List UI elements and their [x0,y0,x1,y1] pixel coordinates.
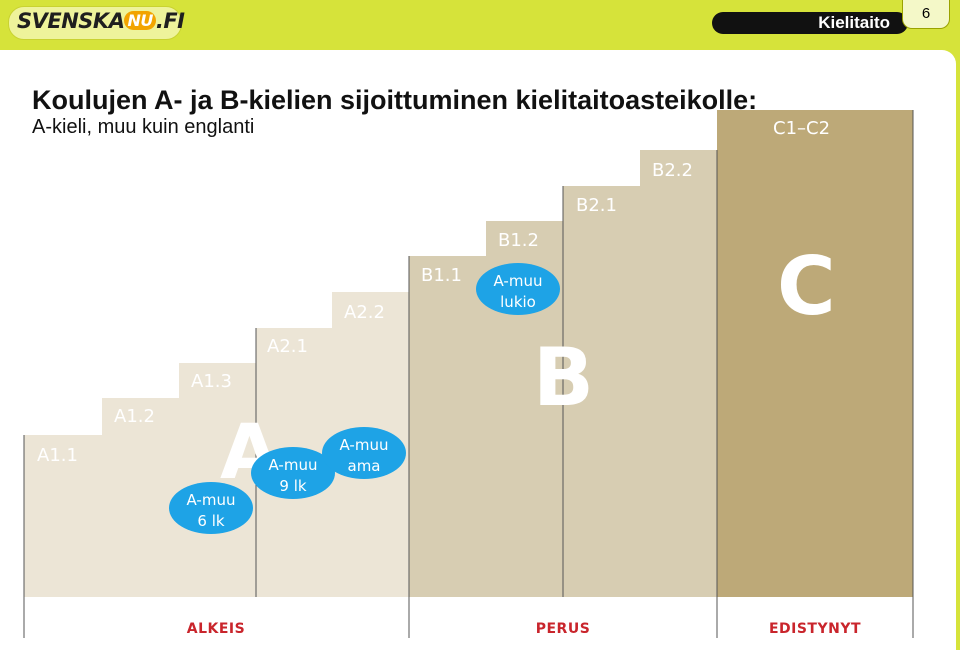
step-a1-3 [179,363,256,597]
step-a1-1 [24,435,102,597]
level-label: C1–C2 [773,118,830,139]
bubble-line: 9 lk [279,477,306,495]
bubble-line: A-muu [340,436,389,454]
bubble-line: A-muu [494,272,543,290]
step-b2-1 [563,186,640,597]
svenska-nu-logo[interactable]: SVENSKA NU .FI [8,6,185,40]
band-label-alkeis: ALKEIS [187,621,245,637]
header-bar: SVENSKA NU .FI Kielitaito 6 [0,0,960,50]
logo-text: SVENSKA NU .FI [17,9,185,33]
level-label: B2.1 [576,195,617,216]
level-label: A2.2 [344,302,385,323]
step-c1-c2 [717,110,913,597]
group-letter-c: C [777,240,836,333]
topic-label: Kielitaito [712,12,908,34]
page-title: Koulujen A- ja B-kielien sijoittuminen k… [32,85,758,115]
page-subtitle: A-kieli, muu kuin englanti [32,116,255,138]
step-b1-1 [409,256,486,597]
level-label: A2.1 [267,336,308,357]
group-letter-b: B [533,331,594,424]
level-label: A1.3 [191,371,232,392]
bubble-line: A-muu [187,491,236,509]
course-bubble [251,447,335,499]
band-label-perus: PERUS [536,621,591,637]
bubble-line: 6 lk [197,512,224,530]
page-number: 6 [902,0,950,29]
level-label: B1.1 [421,265,462,286]
bubble-line: A-muu [269,456,318,474]
level-label: B1.2 [498,230,539,251]
level-label: A1.2 [114,406,155,427]
course-bubble [476,263,560,315]
level-label: B2.2 [652,160,693,181]
course-bubble [322,427,406,479]
bubble-line: ama [348,457,381,475]
course-bubble [169,482,253,534]
level-label: A1.1 [37,445,78,466]
step-b2-2 [640,150,717,597]
bubble-line: lukio [500,293,536,311]
band-label-edistynyt: EDISTYNYT [769,621,861,637]
step-a1-2 [102,398,179,597]
